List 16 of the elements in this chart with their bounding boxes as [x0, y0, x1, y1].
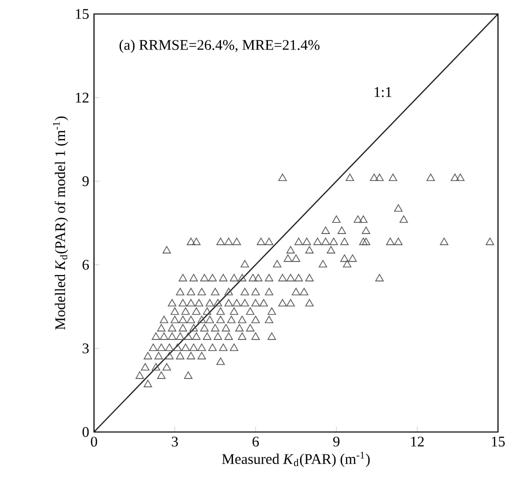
x-tick-label: 3	[172, 436, 178, 447]
annotation: (a) RRMSE=26.4%, MRE=21.4%	[120, 40, 320, 53]
x-tick-label: 6	[252, 436, 259, 447]
x-tick-label: 12	[411, 436, 424, 446]
y-tick-label: 9	[82, 176, 89, 186]
y-axis-title: Modelled K$_{d}$(PAR) of model 1 (m$^{-1}$)	[52, 116, 68, 330]
y-tick-label: 15	[76, 9, 89, 19]
y-tick-label: 3	[82, 343, 89, 354]
x-tick-label: 0	[90, 436, 98, 447]
y-tick-label: 6	[82, 260, 89, 270]
x-tick-label: 15	[492, 436, 505, 447]
y-tick-label: 0	[82, 427, 89, 437]
y-tick-label: 12	[76, 92, 88, 102]
annotation: 1:1	[374, 87, 392, 98]
x-tick-label: 9	[333, 436, 340, 447]
x-axis-title: Measured K$_{d}$(PAR) (m$^{-1}$)	[222, 452, 370, 467]
